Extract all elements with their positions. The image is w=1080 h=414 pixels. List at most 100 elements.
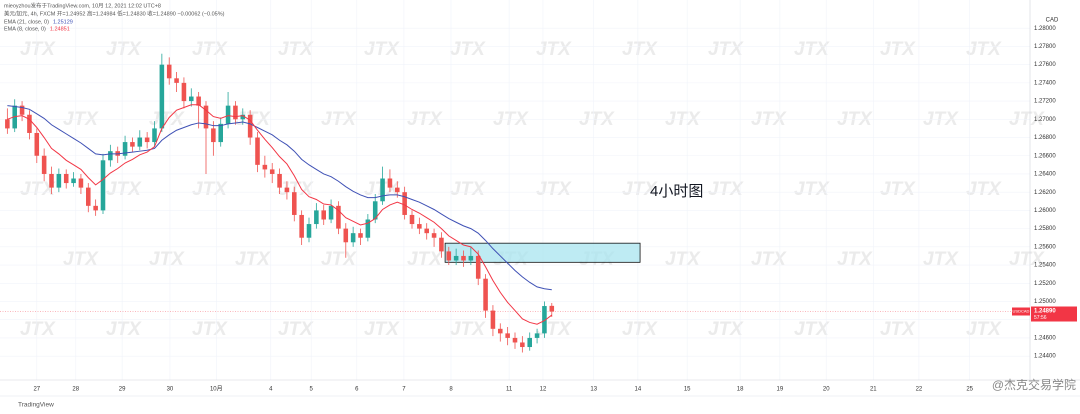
watermark: JTX bbox=[708, 179, 744, 200]
watermark: JTX bbox=[880, 319, 916, 340]
watermark: JTX bbox=[880, 179, 916, 200]
candle-body bbox=[189, 96, 194, 102]
candle-body bbox=[350, 233, 356, 243]
candle-body bbox=[181, 82, 187, 102]
watermark: JTX bbox=[450, 319, 486, 340]
candle-body bbox=[41, 155, 47, 174]
candle-body bbox=[152, 128, 157, 143]
watermark: JTX bbox=[235, 249, 271, 270]
watermark: JTX bbox=[321, 249, 357, 270]
candle-body bbox=[203, 105, 209, 129]
y-tick-label: 1.26000 bbox=[1034, 208, 1056, 214]
y-tick-label: 1.28000 bbox=[1034, 26, 1056, 32]
watermark: JTX bbox=[622, 179, 658, 200]
watermark: JTX bbox=[364, 319, 400, 340]
candle-body bbox=[343, 228, 349, 243]
candle-body bbox=[490, 310, 496, 329]
candle-body bbox=[130, 142, 135, 147]
candle-body bbox=[137, 137, 143, 147]
candle-body bbox=[409, 214, 415, 225]
price-label: 1.24890 bbox=[1034, 309, 1056, 315]
candle-body bbox=[166, 64, 172, 79]
watermark: JTX bbox=[708, 39, 744, 60]
candle-body bbox=[144, 137, 150, 143]
watermark: JTX bbox=[278, 39, 314, 60]
candle-body bbox=[211, 128, 216, 143]
symbol-box bbox=[1012, 307, 1030, 316]
watermark: JTX bbox=[622, 39, 658, 60]
candle-body bbox=[277, 173, 282, 188]
candle-body bbox=[321, 210, 326, 220]
x-tick-label: 8 bbox=[449, 387, 453, 393]
candle-body bbox=[453, 255, 459, 261]
x-tick-label: 5 bbox=[310, 387, 314, 393]
candle-body bbox=[380, 178, 385, 202]
candle-body bbox=[468, 255, 474, 261]
candle-body bbox=[306, 224, 312, 238]
candle-body bbox=[284, 187, 290, 193]
candle-body bbox=[475, 255, 481, 279]
candle-body bbox=[439, 237, 444, 252]
currency-label: CAD bbox=[1046, 18, 1059, 24]
legend-value: 1.24851 bbox=[50, 26, 70, 32]
y-tick-label: 1.26800 bbox=[1034, 135, 1056, 141]
candle-body bbox=[86, 187, 91, 206]
watermark: JTX bbox=[63, 249, 99, 270]
candle-body bbox=[218, 123, 223, 143]
candle-body bbox=[395, 187, 400, 193]
candle-body bbox=[108, 151, 113, 161]
y-tick-label: 1.27000 bbox=[1034, 117, 1056, 123]
x-tick-label: 30 bbox=[167, 387, 174, 393]
legend-value: 1.25129 bbox=[53, 19, 73, 25]
x-tick-label: 12 bbox=[540, 387, 547, 393]
candle-body bbox=[534, 333, 540, 338]
watermark: JTX bbox=[192, 39, 228, 60]
x-tick-label: 11 bbox=[506, 387, 513, 393]
y-tick-label: 1.26600 bbox=[1034, 153, 1056, 159]
candle-body bbox=[299, 214, 304, 238]
countdown-label: 57:56 bbox=[1034, 315, 1047, 321]
candle-body bbox=[292, 192, 297, 215]
background-layer: JTX JTX JTX JTX JTX JTX JTX JTX JTX JTX JTX JTX JTX J… bbox=[0, 0, 1045, 380]
y-tick-label: 1.25600 bbox=[1034, 244, 1056, 250]
watermark: JTX bbox=[880, 39, 916, 60]
candle-body bbox=[549, 305, 555, 312]
header-line: mieoyzhou发布于TradingView.com, 10月 12, 202… bbox=[4, 1, 161, 9]
y-tick-label: 1.27400 bbox=[1034, 80, 1056, 86]
candle-body bbox=[431, 233, 437, 238]
candle-body bbox=[174, 78, 179, 83]
watermark: JTX bbox=[536, 39, 572, 60]
x-tick-label: 22 bbox=[916, 387, 923, 393]
annotation: 4小时图 bbox=[650, 183, 703, 200]
watermark: JTX bbox=[794, 179, 830, 200]
candle-body bbox=[387, 178, 393, 188]
legend-name: EMA (21, close, 0) bbox=[4, 19, 49, 25]
credit-watermark: @杰克交易学院 bbox=[992, 377, 1076, 392]
y-tick-label: 1.24600 bbox=[1034, 335, 1056, 341]
candle-body bbox=[34, 132, 40, 156]
watermark: JTX bbox=[923, 249, 959, 270]
candle-body bbox=[365, 219, 371, 238]
candle-body bbox=[27, 114, 32, 133]
y-tick-label: 1.25800 bbox=[1034, 226, 1056, 232]
candle-body bbox=[196, 96, 201, 106]
candle-body bbox=[122, 142, 128, 156]
candle-body bbox=[402, 192, 407, 215]
x-tick-label: 28 bbox=[72, 387, 79, 393]
watermark: JTX bbox=[794, 39, 830, 60]
candle-body bbox=[527, 337, 532, 348]
candle-body bbox=[49, 173, 54, 188]
y-tick-label: 1.24400 bbox=[1034, 354, 1056, 360]
candle-body bbox=[542, 306, 547, 334]
candle-body bbox=[100, 160, 106, 211]
watermark: JTX bbox=[966, 179, 1002, 200]
x-tick-label: 13 bbox=[590, 387, 597, 393]
candle-body bbox=[93, 205, 98, 211]
watermark: JTX bbox=[665, 249, 701, 270]
candle-body bbox=[5, 119, 10, 129]
highlight-zone bbox=[444, 242, 641, 263]
ema-line bbox=[7, 104, 553, 325]
ema-line bbox=[7, 105, 552, 291]
watermark: JTX bbox=[20, 319, 56, 340]
candle-body bbox=[63, 173, 69, 184]
